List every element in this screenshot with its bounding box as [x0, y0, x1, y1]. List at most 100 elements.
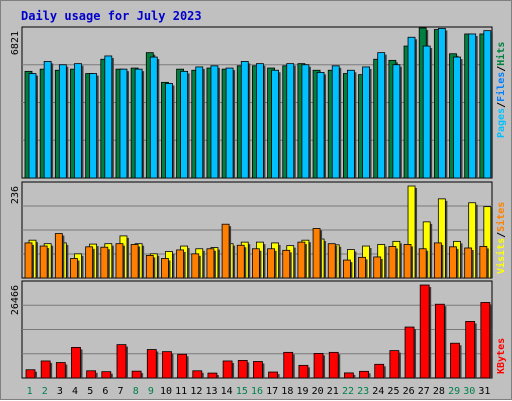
kbytes-bar [480, 302, 492, 379]
x-tick-label: 4 [72, 386, 78, 397]
pages-bar [58, 64, 69, 179]
pages-bar [104, 55, 114, 179]
pages-bar [301, 64, 311, 179]
x-tick-label: 3 [57, 386, 63, 397]
chart-title: Daily usage for July 2023 [21, 9, 202, 23]
y-max-label-visits: 236 [10, 186, 21, 204]
sites-bar [236, 244, 247, 279]
sites-bar [449, 246, 459, 279]
sites-bar [191, 253, 201, 279]
sites-bar [24, 242, 34, 279]
x-tick-label: 17 [266, 386, 278, 397]
pages-bar [256, 63, 266, 179]
x-tick-label: 23 [357, 386, 369, 397]
kbytes-bar [465, 321, 477, 379]
x-tick-label: 10 [160, 386, 172, 397]
x-tick-label: 21 [327, 386, 339, 397]
sites-bar [267, 248, 277, 279]
x-tick-label: 6 [102, 386, 108, 397]
sites-bar [358, 256, 368, 279]
x-tick-label: 27 [418, 386, 430, 397]
kbytes-bar [419, 284, 432, 379]
sites-bar [418, 248, 429, 279]
sites-bar [115, 243, 125, 279]
x-tick-label: 9 [148, 386, 154, 397]
kbytes-bar [146, 349, 159, 379]
pages-bar [240, 61, 251, 179]
x-tick-label: 1 [27, 386, 33, 397]
x-tick-label: 26 [403, 386, 415, 397]
pages-bar [407, 36, 418, 179]
pages-bar [437, 28, 448, 179]
y-max-label-kbytes: 26466 [10, 285, 21, 315]
pages-bar [362, 66, 372, 179]
sites-bar [433, 242, 444, 279]
pages-bar [165, 83, 175, 179]
pages-bar [89, 73, 99, 179]
pages-bar [195, 66, 205, 179]
sites-bar [39, 245, 50, 279]
pages-bar [316, 72, 327, 179]
pages-bar [210, 65, 220, 179]
sites-bar [479, 246, 489, 279]
sites-bar [161, 258, 171, 279]
x-tick-label: 14 [221, 386, 233, 397]
kbytes-bar [40, 360, 53, 379]
x-tick-label: 11 [175, 386, 187, 397]
pages-bar [422, 45, 433, 179]
legend-sites: Sites [495, 202, 507, 232]
kbytes-bar [450, 342, 462, 379]
x-tick-label: 29 [448, 386, 460, 397]
x-tick-label: 30 [463, 386, 475, 397]
pages-bar [119, 68, 129, 179]
kbytes-bar [55, 362, 68, 379]
x-tick-label: 7 [118, 386, 124, 397]
x-tick-label: 5 [87, 386, 93, 397]
kbytes-bar [207, 372, 219, 379]
legend-separator: / [496, 66, 507, 72]
kbytes-bar [359, 370, 371, 379]
x-tick-label: 22 [342, 386, 354, 397]
sites-bar [70, 258, 80, 279]
y-max-label-hits: 6821 [10, 31, 21, 55]
sites-bar [54, 233, 65, 279]
kbytes-bar [343, 372, 356, 379]
kbytes-bar [177, 353, 189, 379]
kbytes-bar [313, 353, 326, 379]
hits-files-pages-legend: Pages/Files/Hits [495, 42, 507, 138]
kbytes-bar [25, 369, 37, 379]
kbytes-bar [253, 361, 265, 379]
pages-bar [180, 70, 190, 179]
sites-bar [100, 246, 110, 279]
x-tick-label: 15 [236, 386, 248, 397]
legend-pages: Pages [496, 108, 507, 138]
sites-bar [373, 256, 383, 279]
pages-bar [331, 65, 342, 179]
pages-bar [346, 69, 357, 179]
x-tick-label: 12 [190, 386, 202, 397]
kbytes-bar [389, 350, 401, 379]
sites-bar [221, 223, 232, 279]
x-tick-label: 2 [42, 386, 48, 397]
legend-hits: Hits [495, 42, 507, 66]
sites-bar [85, 246, 95, 279]
legend-kbytes: KBytes [496, 338, 507, 374]
sites-bar [252, 248, 262, 279]
x-tick-label: 31 [478, 386, 490, 397]
sites-bar [327, 243, 338, 279]
pages-bar [271, 69, 281, 179]
pages-bar [225, 67, 236, 179]
legend-separator: / [496, 232, 507, 238]
sites-bar [297, 241, 307, 279]
kbytes-bar [298, 364, 310, 379]
pages-bar [28, 73, 38, 179]
visits-sites-legend: Visits/Sites [495, 202, 507, 274]
x-tick-label: 28 [433, 386, 445, 397]
kbytes-bar [283, 351, 295, 379]
sites-bar [176, 249, 186, 279]
x-tick-label: 20 [312, 386, 324, 397]
kbytes-bar [222, 360, 235, 379]
kbytes-bar [101, 371, 113, 379]
